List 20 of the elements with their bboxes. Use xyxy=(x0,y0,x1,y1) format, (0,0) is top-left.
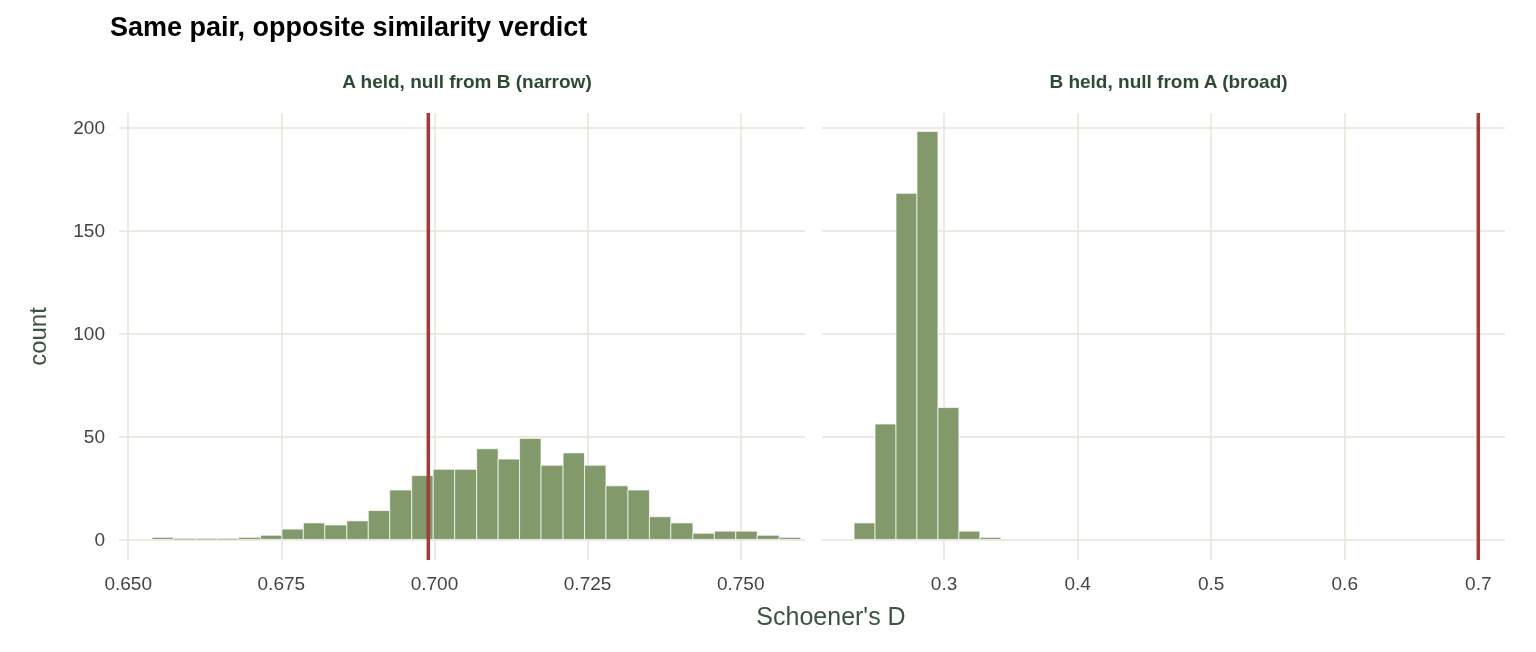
chart-title: Same pair, opposite similarity verdict xyxy=(110,12,588,43)
y-tick-label: 50 xyxy=(83,425,105,447)
x-tick-label: 0.650 xyxy=(104,573,152,594)
chart-subtitle: B held, null from A (broad) xyxy=(1049,71,1288,92)
x-tick-label: 0.725 xyxy=(563,573,612,594)
y-tick-label: 150 xyxy=(73,219,105,241)
x-tick-label: 0.675 xyxy=(257,573,306,594)
y-tick-label: 100 xyxy=(73,322,105,344)
x-axis-title: Schoener's D xyxy=(755,602,907,631)
x-tick-label: 0.7 xyxy=(1465,573,1492,594)
y-tick-label: 200 xyxy=(73,116,105,138)
x-tick-label: 0.4 xyxy=(1064,573,1092,594)
x-tick-label: 0.3 xyxy=(930,573,958,594)
x-tick-label: 0.6 xyxy=(1331,573,1358,594)
x-tick-label: 0.700 xyxy=(410,573,459,594)
x-tick-label: 0.750 xyxy=(716,573,765,594)
x-tick-label: 0.5 xyxy=(1197,573,1225,594)
chart-subtitle: A held, null from B (narrow) xyxy=(342,71,592,92)
y-tick-label: 0 xyxy=(94,528,105,550)
y-axis-title: count xyxy=(23,306,51,366)
